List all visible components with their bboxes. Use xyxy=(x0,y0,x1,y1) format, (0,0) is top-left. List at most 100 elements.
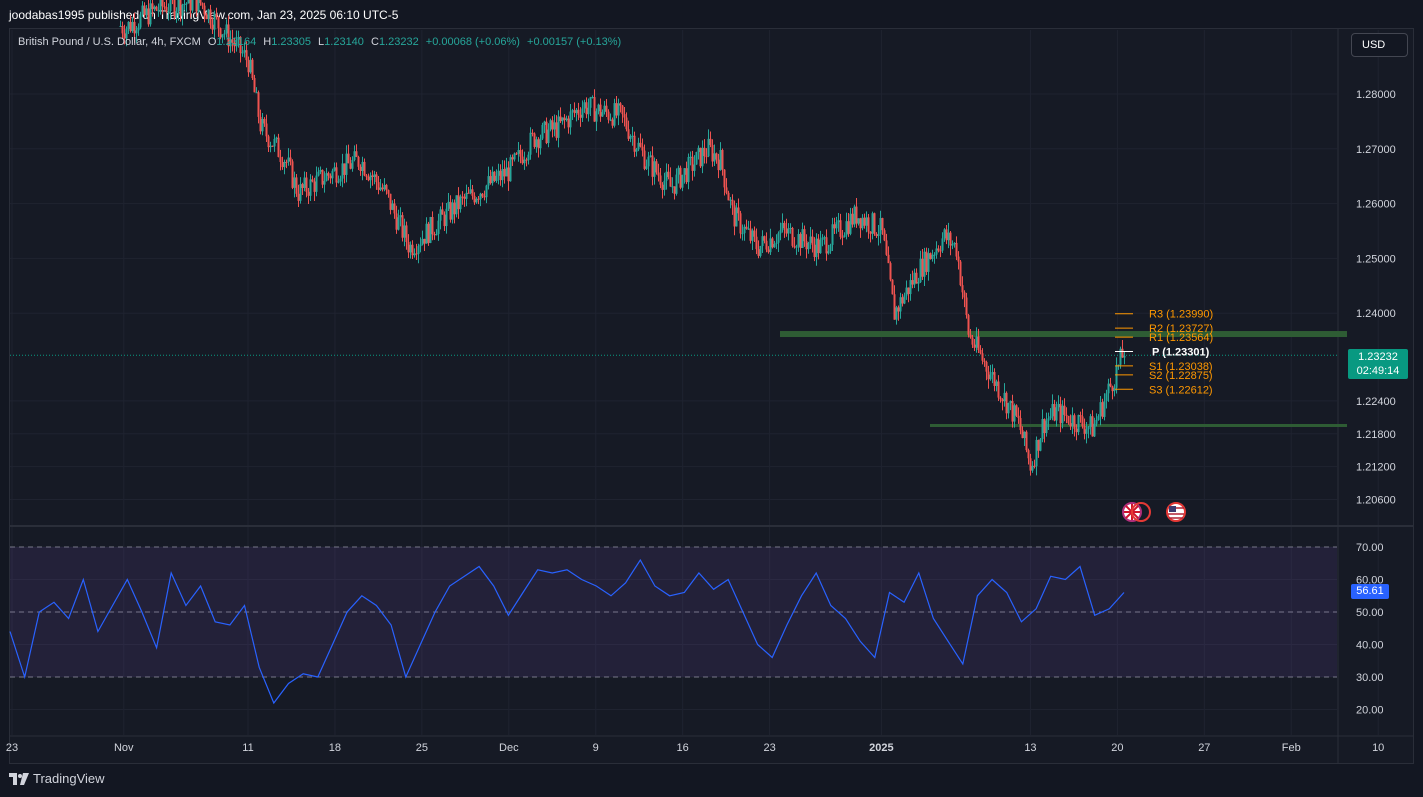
candle-body xyxy=(511,157,514,160)
candle-body xyxy=(213,13,216,30)
candle-body xyxy=(803,229,806,242)
candle-body xyxy=(253,78,256,93)
candle-body xyxy=(889,263,892,280)
time-tick-label: 23 xyxy=(763,742,775,754)
candle-body xyxy=(305,177,308,192)
candle-body xyxy=(861,217,864,229)
candle-body xyxy=(235,39,238,47)
candle-body xyxy=(951,244,954,246)
candle-body xyxy=(345,153,348,175)
candle-body xyxy=(967,315,970,335)
candle-body xyxy=(269,145,272,148)
time-tick-label: Dec xyxy=(499,742,519,754)
candle-body xyxy=(151,3,154,10)
candle-body xyxy=(1021,430,1024,439)
low-label: L xyxy=(318,36,325,48)
candle-body xyxy=(159,0,162,11)
candle-body xyxy=(181,4,184,16)
currency-button[interactable]: USD xyxy=(1351,33,1408,57)
candle-body xyxy=(915,272,918,284)
candle-body xyxy=(849,213,852,234)
candle-body xyxy=(1075,428,1078,433)
candle-body xyxy=(137,27,140,31)
candle-body xyxy=(257,92,260,117)
candle-body xyxy=(703,147,706,157)
candle-body xyxy=(989,374,992,380)
candle-body xyxy=(275,137,278,139)
candle-body xyxy=(1047,418,1050,421)
candle-body xyxy=(985,362,988,372)
candle-body xyxy=(913,272,916,285)
candle-body xyxy=(1083,426,1086,434)
candle-body xyxy=(1063,405,1066,415)
candle-body xyxy=(675,174,678,194)
candle-body xyxy=(507,167,510,182)
candle-body xyxy=(901,297,904,304)
published-info: joodabas1995 published on TradingView.co… xyxy=(9,8,399,22)
candle-body xyxy=(287,157,290,162)
candle-body xyxy=(993,372,996,386)
rsi-line[interactable] xyxy=(9,558,1125,705)
candle-body xyxy=(339,178,342,182)
candle-body xyxy=(323,180,326,185)
candle-body xyxy=(903,295,906,304)
candle-body xyxy=(855,206,858,224)
candle-body xyxy=(189,0,192,11)
candle-body xyxy=(831,224,834,245)
candle-body xyxy=(613,103,616,126)
candle-body xyxy=(461,196,464,198)
candle-body xyxy=(341,163,344,179)
rsi-value-label: 56.61 xyxy=(1351,584,1389,599)
event-flags[interactable] xyxy=(1122,502,1186,522)
candle-body xyxy=(1055,407,1058,421)
candle-body xyxy=(927,253,930,272)
candle-body xyxy=(717,159,720,171)
candle-body xyxy=(559,116,562,122)
resistance-zone[interactable] xyxy=(780,331,1347,338)
candle-body xyxy=(251,59,254,79)
candle-body xyxy=(211,24,214,30)
candle-body xyxy=(943,229,946,239)
candle-body xyxy=(1057,403,1060,408)
candle-body xyxy=(145,8,148,16)
candle-body xyxy=(227,24,230,47)
tradingview-logo[interactable]: TradingView xyxy=(9,771,105,786)
candle-body xyxy=(647,156,650,167)
change-value-2: +0.00157 (+0.13%) xyxy=(527,36,622,48)
candle-body xyxy=(767,249,770,253)
candle-body xyxy=(279,157,282,163)
tradingview-logo-icon xyxy=(9,772,29,785)
uk-flag-icon-2[interactable] xyxy=(1131,502,1151,522)
candle-body xyxy=(443,214,446,227)
candle-body xyxy=(1115,366,1118,388)
candle-body xyxy=(869,231,872,234)
candle-body xyxy=(635,149,638,152)
symbol-legend: British Pound / U.S. Dollar, 4h, FXCM O1… xyxy=(18,36,621,48)
candle-body xyxy=(575,109,578,114)
candle-body xyxy=(1019,418,1022,431)
candle-body xyxy=(505,167,508,177)
candle-body xyxy=(389,193,392,210)
candle-body xyxy=(561,117,564,122)
candle-body xyxy=(911,280,914,285)
candle-body xyxy=(721,150,724,170)
candle-body xyxy=(169,0,172,11)
candle-body xyxy=(571,110,574,112)
candle-body xyxy=(479,193,482,200)
candle-body xyxy=(209,9,212,25)
candle-body xyxy=(391,203,394,210)
candle-body xyxy=(135,30,138,34)
candle-body xyxy=(367,176,370,181)
candle-body xyxy=(313,181,316,192)
candle-body xyxy=(959,261,962,286)
chart-frame[interactable] xyxy=(9,28,1414,764)
candle-body xyxy=(329,175,332,179)
candle-body xyxy=(125,29,128,39)
candle-body xyxy=(1095,419,1098,424)
candle-body xyxy=(833,224,836,229)
candle-body xyxy=(587,107,590,115)
pivot-label: S1 (1.23038) xyxy=(1149,361,1213,373)
candle-body xyxy=(1053,404,1056,421)
candle-body xyxy=(185,3,188,5)
